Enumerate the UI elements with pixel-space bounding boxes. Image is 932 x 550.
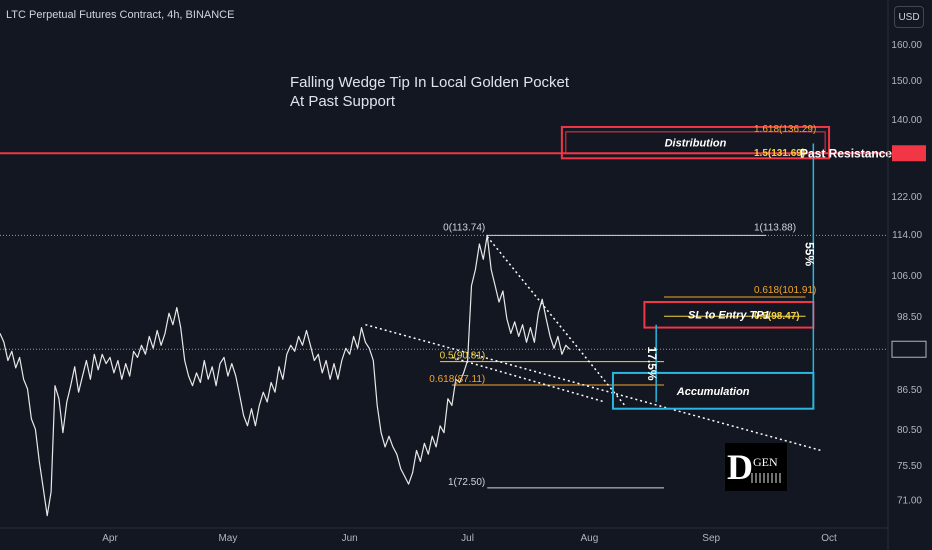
y-tick-label: 75.50	[897, 461, 922, 472]
annotation-line-2: At Past Support	[290, 93, 396, 110]
x-tick-label: Jun	[342, 533, 358, 544]
past-resistance-label: Past Resistance	[800, 146, 892, 160]
y-tick-label: 80.50	[897, 425, 922, 436]
fib-right-618-label: 0.618(101.91)	[754, 285, 816, 296]
y-tick-label: 140.00	[891, 115, 922, 126]
annotation-line-1: Falling Wedge Tip In Local Golden Pocket	[290, 74, 570, 91]
logo-letter: D	[727, 447, 753, 487]
x-tick-label: Jul	[461, 533, 474, 544]
wedge-lower-trendline-2	[451, 356, 606, 403]
y-tick-label: 98.50	[897, 312, 922, 323]
y-tick-label: 150.00	[891, 76, 922, 87]
x-tick-label: Aug	[580, 533, 598, 544]
logo-text: GEN	[753, 454, 778, 469]
y-tick-label: 86.50	[897, 385, 922, 396]
fib-left-50-label: 0.5(90.81)	[440, 351, 486, 362]
fib-right-1-label: 1(113.88)	[754, 223, 796, 234]
fib-left-618-label: 0.618(87.11)	[429, 374, 485, 385]
distribution-inner-box	[565, 131, 826, 155]
x-tick-label: Apr	[102, 533, 118, 544]
price-line	[0, 234, 571, 517]
distribution-box	[560, 125, 831, 160]
wedge-lower-trendline	[365, 323, 822, 452]
y-tick-label: 71.00	[897, 496, 922, 507]
wedge-upper-trendline	[486, 236, 626, 406]
current-price-badge-bg	[892, 341, 926, 358]
accumulation-label: Accumulation	[676, 386, 750, 398]
fib-right-05-label: 0.5(98.47)	[754, 311, 800, 322]
distribution-label: Distribution	[665, 138, 727, 150]
x-tick-label: May	[218, 533, 237, 544]
y-tick-label: 160.00	[891, 40, 922, 51]
current-price-badge-border	[891, 340, 927, 358]
x-tick-label: Oct	[821, 533, 837, 544]
logo-decoration	[751, 473, 783, 483]
y-tick-label: 122.00	[891, 192, 922, 203]
x-tick-label: Sep	[702, 533, 720, 544]
fib-left-1-label: 1(72.50)	[448, 477, 485, 488]
watermark-logo: D GEN	[725, 443, 787, 491]
measure-small-label: 17.5%	[645, 347, 659, 381]
currency-button[interactable]: USD	[894, 6, 924, 28]
y-tick-label: 106.00	[891, 271, 922, 282]
measure-large-label: 55%	[802, 242, 816, 266]
sl-tp1-label: SL to Entry TP1	[688, 309, 770, 321]
resistance-price-badge-bg	[892, 145, 926, 162]
symbol-header: LTC Perpetual Futures Contract, 4h, BINA…	[6, 9, 235, 21]
y-tick-label: 114.00	[892, 230, 922, 241]
fib-right-1618-label: 1.618(136.29)	[754, 124, 816, 135]
chart-annotation: Falling Wedge Tip In Local Golden Pocket…	[290, 73, 569, 111]
fib-left-0-label: 0(113.74)	[443, 222, 485, 233]
fib-right-15-label: 1.5(131.69)	[754, 148, 805, 159]
